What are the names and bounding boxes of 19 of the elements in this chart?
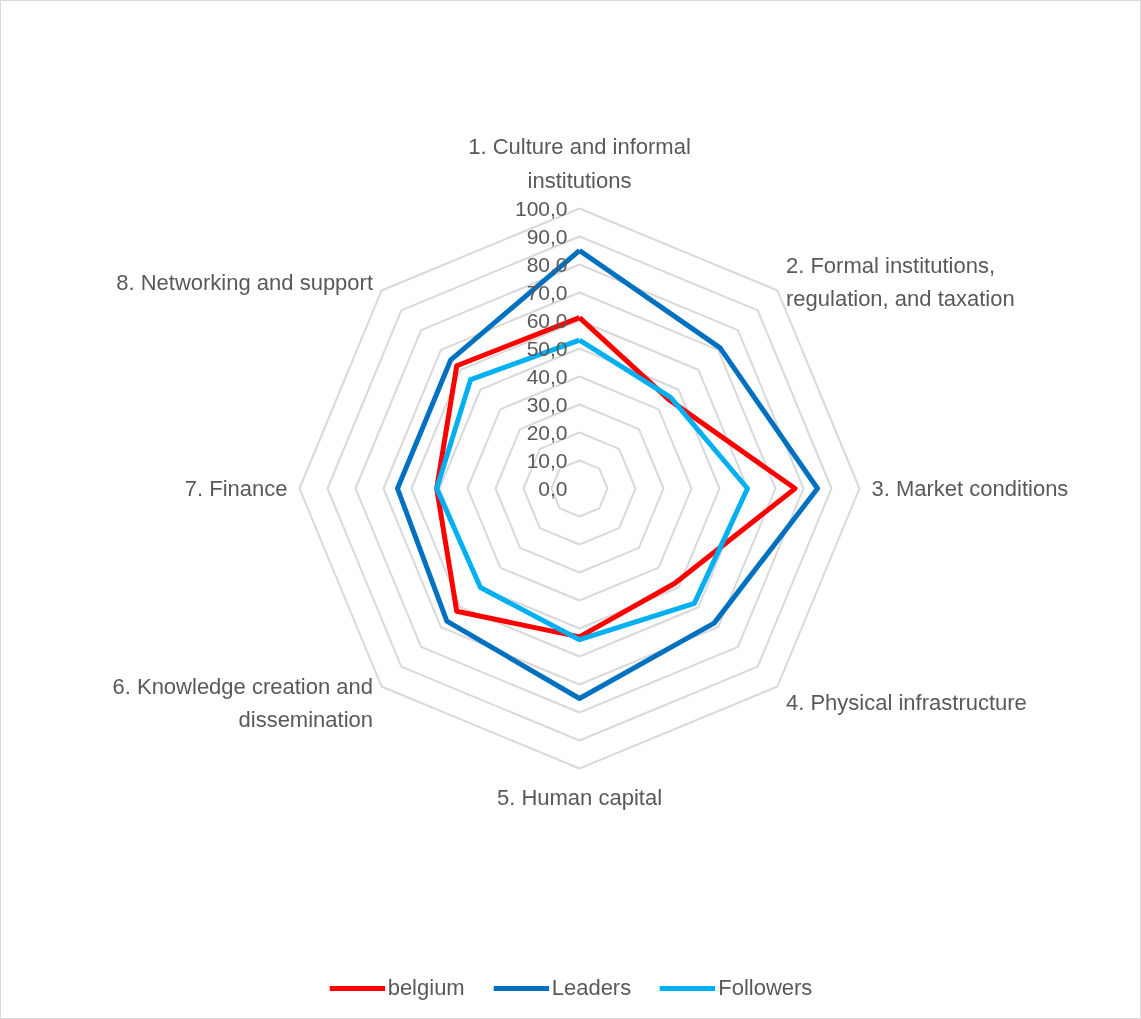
spoke-label: 4. Physical infrastructure — [785, 690, 1027, 716]
spoke-label: 1. Culture and informal institutions — [468, 133, 691, 193]
spoke-label: 5. Human capital — [496, 784, 663, 810]
spoke-label: 7. Finance — [184, 476, 288, 501]
legend-label: Followers — [718, 975, 813, 1001]
y-tick-label: 10,0 — [526, 448, 568, 472]
spoke-label: 6. Knowledge creation and dissemination — [112, 673, 374, 733]
legend-label: belgium — [387, 975, 465, 1001]
y-tick-label: 90,0 — [526, 224, 568, 248]
y-tick-label: 20,0 — [526, 420, 568, 444]
spoke-label: 2. Formal institutions, regulation, and taxation — [785, 252, 1015, 312]
y-tick-label: 100,0 — [514, 196, 568, 220]
legend-label: Leaders — [551, 975, 632, 1001]
spoke-label: 3. Market conditions — [871, 476, 1069, 501]
y-tick-label: 30,0 — [526, 392, 568, 416]
spoke-label: 8. Networking and support — [116, 269, 374, 295]
y-tick-label: 0,0 — [538, 476, 568, 500]
y-tick-label: 40,0 — [526, 364, 568, 388]
y-tick-label: 60,0 — [526, 308, 568, 332]
